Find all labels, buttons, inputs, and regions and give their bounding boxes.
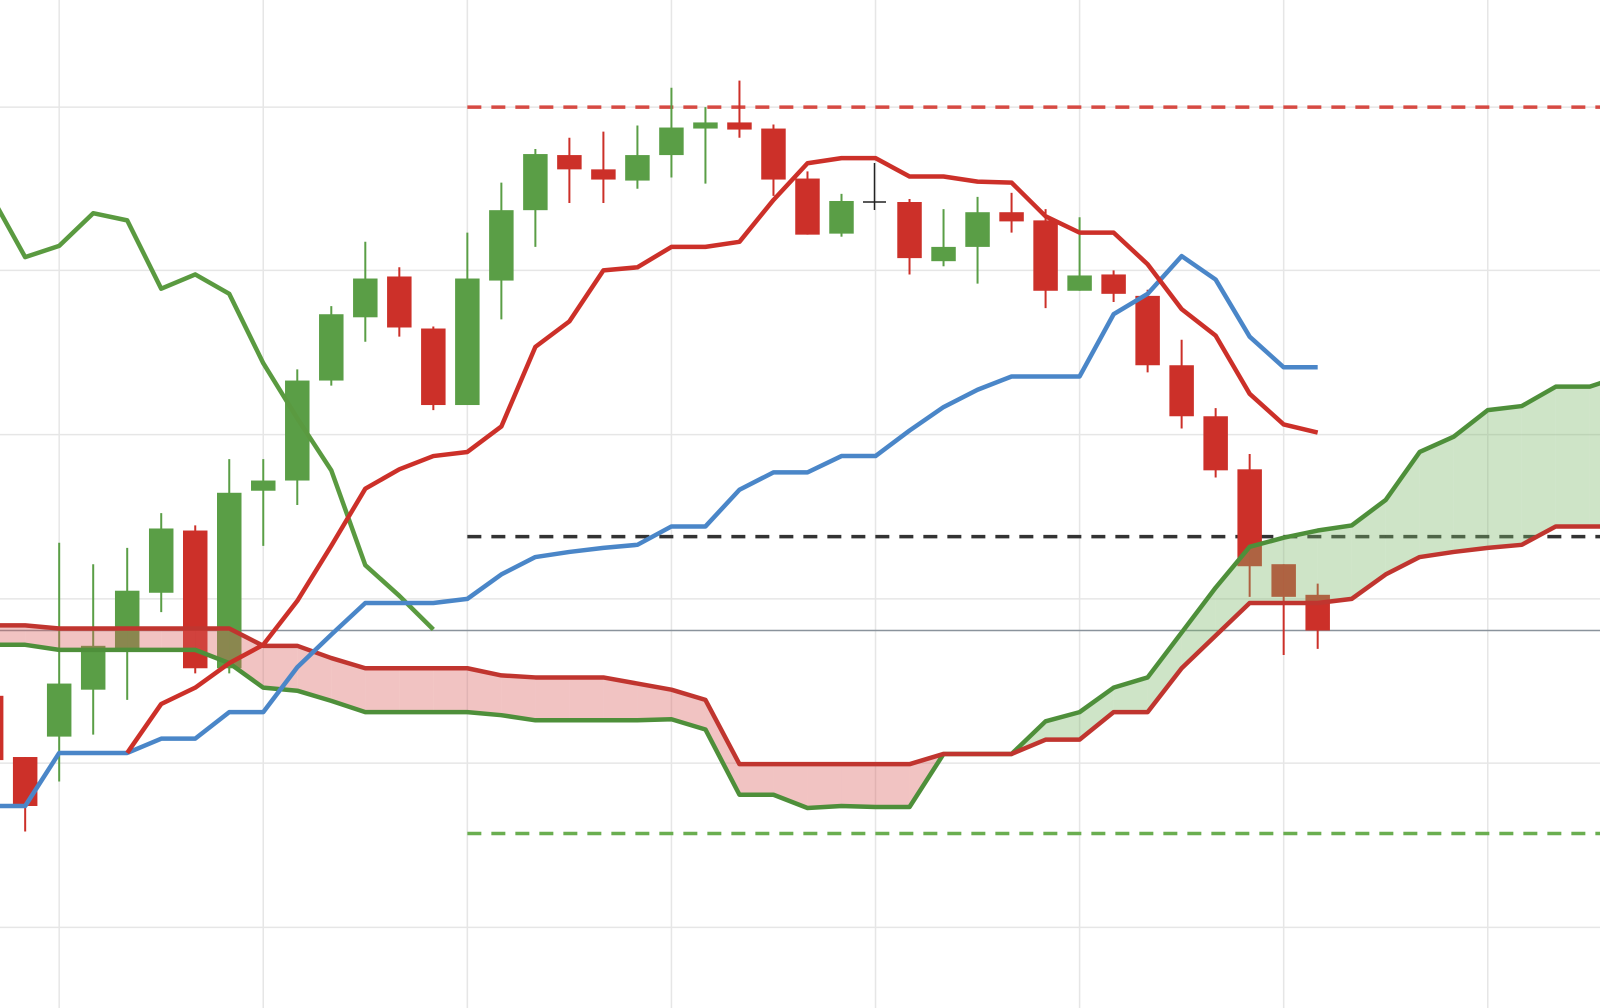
indicator-line	[125, 155, 1319, 755]
candle-body	[931, 246, 956, 262]
candle-body	[353, 278, 378, 318]
indicator-lines	[0, 155, 1600, 811]
candle-body	[625, 155, 650, 181]
cloud-fill	[331, 658, 366, 713]
cloud-fill	[1351, 499, 1386, 599]
cloud-fill	[739, 764, 774, 795]
cloud-fill	[433, 668, 468, 713]
candle-body	[182, 530, 208, 669]
candle-body	[999, 212, 1024, 222]
cloud-fill	[1147, 632, 1182, 713]
cloud-fill	[93, 628, 128, 650]
candle-body	[1203, 416, 1228, 471]
candle-body	[421, 328, 446, 406]
cloud-fill	[535, 677, 570, 721]
cloud-fill	[637, 683, 672, 721]
cloud-fill	[467, 668, 502, 716]
candle-body	[557, 155, 582, 170]
candle-body	[0, 695, 4, 761]
cloud-fill	[705, 699, 740, 795]
cloud-fill	[1419, 436, 1454, 558]
indicator-line	[0, 253, 1318, 809]
indicator-line	[0, 207, 435, 632]
indicator-line	[0, 380, 1600, 811]
cloud-fill	[841, 764, 876, 808]
cloud-fill	[1589, 383, 1600, 527]
levels	[0, 105, 1600, 836]
cloud-fill	[1385, 451, 1420, 575]
candle-body	[965, 212, 990, 247]
crosshair	[863, 163, 886, 210]
candle-body	[1169, 365, 1194, 417]
candle-body	[455, 278, 480, 406]
candle-body	[1271, 564, 1296, 597]
cloud-fill	[1283, 530, 1318, 603]
cloud-fill	[1249, 537, 1284, 603]
candle-body	[251, 480, 276, 491]
cloud-fill	[263, 645, 298, 691]
candle-body	[1101, 274, 1126, 294]
cloud-fill	[59, 628, 94, 650]
cloud-fill	[399, 668, 434, 713]
cloud-fill	[1181, 587, 1216, 669]
candle-body	[591, 169, 616, 180]
candle-body	[897, 202, 922, 259]
candle-body	[795, 178, 820, 235]
candle-body	[659, 127, 684, 156]
cloud-fill	[603, 677, 638, 721]
cloud-fill	[1555, 386, 1590, 527]
cloud-fill	[501, 675, 536, 721]
candle-body	[829, 200, 854, 234]
cloud-fill	[161, 628, 196, 650]
cloud-fill	[875, 764, 910, 808]
candle-body	[148, 528, 174, 593]
cloud-fill	[1521, 386, 1556, 545]
candle-body	[387, 276, 412, 328]
candle-body	[80, 645, 106, 690]
cloud-fill	[25, 625, 60, 650]
cloud-fill	[569, 677, 604, 721]
cloud-fill	[1487, 406, 1522, 548]
candle-body	[489, 210, 514, 281]
candle-body	[12, 757, 38, 806]
cloud-fill	[1215, 546, 1250, 636]
cloud-fill	[0, 625, 26, 645]
cloud-fill	[127, 628, 162, 650]
candle-body	[693, 122, 718, 129]
candle-body	[46, 683, 72, 737]
cloud-fill	[1453, 410, 1488, 552]
candle-body	[319, 314, 344, 381]
candles	[0, 80, 1330, 832]
candle-body	[217, 492, 242, 669]
cloud-fill	[807, 764, 842, 809]
cloud-fill	[195, 628, 230, 664]
candle-body	[1033, 220, 1058, 291]
cloud-fill	[365, 668, 400, 713]
candle-body	[114, 590, 140, 650]
candle-body	[1067, 275, 1092, 291]
cloud-fill	[1079, 687, 1114, 740]
cloud-fill	[1317, 525, 1352, 603]
candle-body	[523, 154, 548, 211]
candle-body	[727, 122, 752, 130]
candle-body	[761, 128, 786, 180]
candle-body	[1135, 295, 1160, 366]
